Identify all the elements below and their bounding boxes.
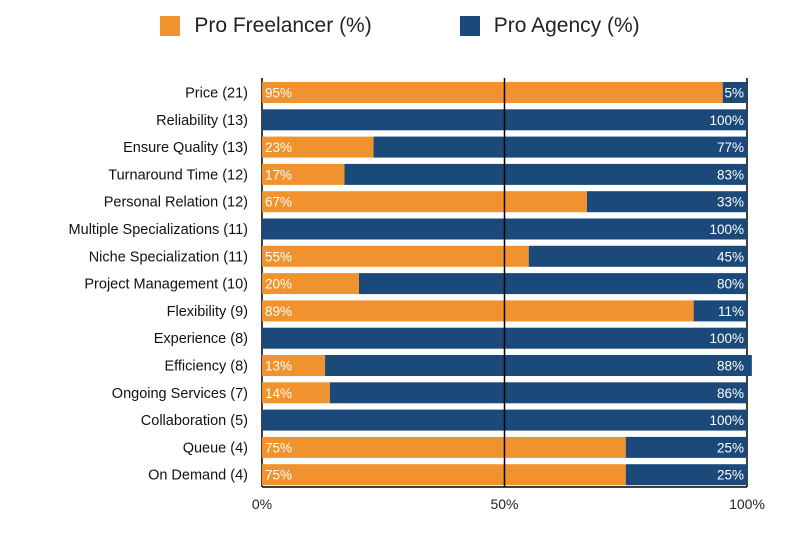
bar-label-freelancer: 13% bbox=[265, 359, 292, 374]
bar-agency bbox=[325, 355, 752, 376]
bar-freelancer bbox=[262, 464, 626, 486]
legend-item-freelancer: Pro Freelancer (%) bbox=[160, 14, 372, 38]
category-label: Personal Relation (12) bbox=[104, 195, 248, 211]
category-label: Collaboration (5) bbox=[141, 413, 248, 429]
bar-freelancer bbox=[262, 163, 345, 185]
bar-label-freelancer: 55% bbox=[265, 249, 292, 264]
bar-label-freelancer: 67% bbox=[265, 195, 292, 210]
bar-label-agency: 100% bbox=[709, 222, 744, 237]
bar-agency bbox=[625, 464, 747, 486]
bar-label-agency: 86% bbox=[717, 386, 744, 401]
bar-label-agency: 100% bbox=[709, 331, 744, 346]
bar-label-freelancer: 23% bbox=[265, 140, 292, 155]
category-label: Multiple Specializations (11) bbox=[69, 222, 248, 238]
category-label: Project Management (10) bbox=[84, 277, 248, 293]
category-label: Turnaround Time (12) bbox=[108, 167, 248, 183]
legend-swatch-freelancer bbox=[160, 16, 181, 36]
bar-label-freelancer: 95% bbox=[265, 86, 292, 101]
bar-label-freelancer: 17% bbox=[265, 167, 292, 182]
category-label: Ensure Quality (13) bbox=[123, 140, 248, 156]
category-label: Queue (4) bbox=[183, 440, 248, 456]
legend-label-freelancer: Pro Freelancer (%) bbox=[194, 14, 372, 37]
bar-label-agency: 25% bbox=[717, 468, 744, 483]
category-label: Experience (8) bbox=[154, 331, 248, 347]
bar-label-agency: 45% bbox=[717, 249, 744, 264]
category-label: Reliability (13) bbox=[156, 113, 248, 129]
category-label: Ongoing Services (7) bbox=[112, 386, 248, 402]
bar-label-agency: 100% bbox=[709, 413, 744, 428]
bar-freelancer bbox=[262, 273, 359, 295]
bar-label-agency: 88% bbox=[717, 359, 744, 374]
bar-freelancer bbox=[262, 300, 694, 322]
x-tick-label: 100% bbox=[729, 496, 765, 512]
bar-label-agency: 77% bbox=[717, 140, 744, 155]
bar-freelancer bbox=[262, 191, 587, 213]
x-tick-label: 0% bbox=[252, 496, 272, 512]
bar-freelancer bbox=[262, 382, 330, 404]
bar-agency bbox=[722, 82, 747, 103]
bar-label-agency: 83% bbox=[717, 167, 744, 182]
bar-agency bbox=[528, 245, 747, 267]
bar-label-freelancer: 75% bbox=[265, 440, 292, 455]
bar-label-agency: 25% bbox=[717, 440, 744, 455]
bar-agency bbox=[359, 273, 747, 295]
bar-label-freelancer: 89% bbox=[265, 304, 292, 319]
bar-agency bbox=[586, 191, 747, 213]
bar-label-agency: 11% bbox=[718, 304, 744, 319]
bar-freelancer bbox=[262, 136, 374, 158]
bar-agency bbox=[329, 382, 747, 404]
bar-label-agency: 5% bbox=[724, 86, 744, 101]
bar-label-agency: 80% bbox=[717, 277, 744, 292]
bar-label-freelancer: 20% bbox=[265, 277, 292, 292]
category-label: Efficiency (8) bbox=[164, 359, 248, 375]
bar-agency bbox=[625, 436, 747, 458]
legend-label-agency: Pro Agency (%) bbox=[493, 14, 640, 37]
category-label: On Demand (4) bbox=[148, 468, 248, 484]
legend-item-agency: Pro Agency (%) bbox=[459, 14, 640, 38]
bar-freelancer bbox=[262, 245, 529, 267]
bar-label-freelancer: 75% bbox=[265, 468, 292, 483]
bar-freelancer bbox=[262, 355, 326, 376]
category-label: Flexibility (9) bbox=[167, 304, 248, 320]
x-tick-label: 50% bbox=[490, 496, 518, 512]
bar-agency bbox=[693, 300, 747, 322]
bar-agency bbox=[344, 163, 747, 185]
legend: Pro Freelancer (%) Pro Agency (%) bbox=[0, 14, 800, 38]
category-label: Price (21) bbox=[185, 86, 248, 102]
legend-swatch-agency bbox=[459, 16, 480, 36]
category-label: Niche Specialization (11) bbox=[89, 249, 248, 265]
bar-freelancer bbox=[262, 82, 723, 103]
bar-freelancer bbox=[262, 436, 626, 458]
bar-agency bbox=[373, 136, 747, 158]
bar-label-freelancer: 14% bbox=[265, 386, 292, 401]
bar-label-agency: 100% bbox=[709, 113, 744, 128]
bar-label-agency: 33% bbox=[717, 195, 744, 210]
